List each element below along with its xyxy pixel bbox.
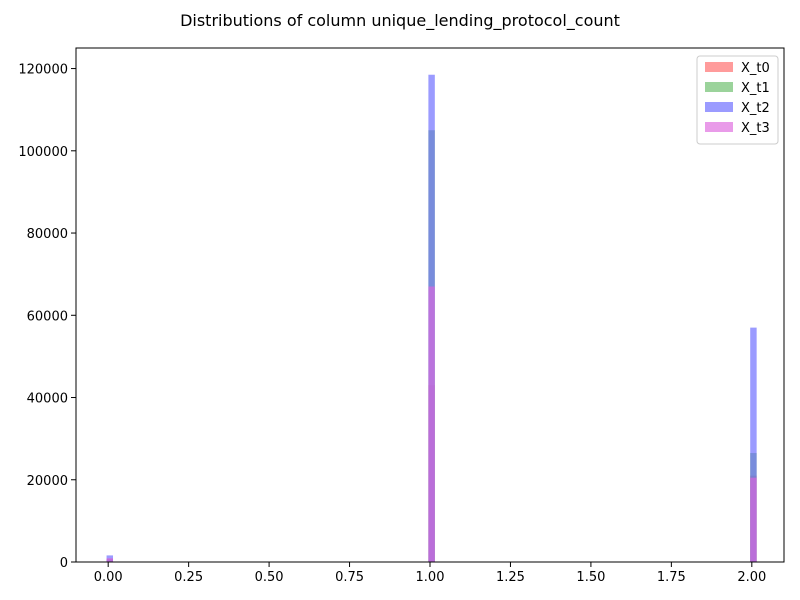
legend-swatch-X_t1 [705,82,733,92]
legend-label-X_t0: X_t0 [741,61,770,76]
y-axis: 0 20000 40000 60000 80000 100000 120000 [18,63,76,571]
x-tick-label: 0.50 [255,570,284,585]
bars-group [106,74,757,563]
y-tick-label: 100000 [18,145,68,160]
x-tick-label: 1.00 [416,570,445,585]
chart-title: Distributions of column unique_lending_p… [180,11,620,31]
bar-X_t3-2 [750,477,757,562]
legend-label-X_t1: X_t1 [741,81,770,96]
y-tick-label: 120000 [18,63,68,78]
legend-label-X_t2: X_t2 [741,101,770,116]
x-tick-label: 0.75 [335,570,364,585]
legend: X_t0 X_t1 X_t2 X_t3 [696,55,779,145]
y-tick-label: 40000 [27,392,68,407]
x-axis: 0.00 0.25 0.50 0.75 1.00 1.25 1.50 1.75 2.00 [94,562,766,585]
bar-X_t3-1 [428,286,435,562]
x-tick-label: 0.25 [174,570,203,585]
y-tick-label: 20000 [27,474,68,489]
x-tick-label: 1.75 [657,570,686,585]
bar-X_t2-2 [750,327,757,562]
bar-X_t3-0 [106,558,114,562]
x-tick-label: 1.25 [496,570,525,585]
legend-swatch-X_t3 [705,122,733,132]
legend-swatch-X_t2 [705,102,733,112]
y-tick-label: 80000 [27,227,68,242]
x-tick-label: 2.00 [737,570,766,585]
x-tick-label: 0.00 [94,570,123,585]
legend-label-X_t3: X_t3 [741,121,770,136]
x-tick-label: 1.50 [576,570,605,585]
y-tick-label: 0 [60,556,68,571]
y-tick-label: 60000 [27,309,68,324]
legend-swatch-X_t0 [705,62,733,72]
